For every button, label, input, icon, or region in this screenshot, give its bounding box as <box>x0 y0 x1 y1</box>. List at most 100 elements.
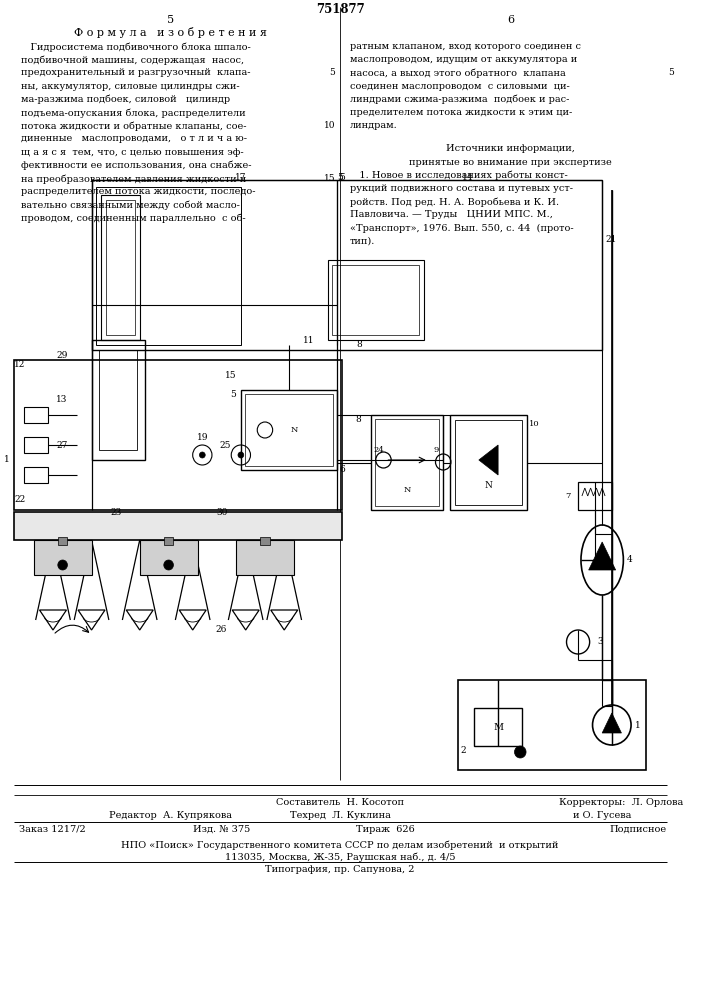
Text: ма-разжима подбоек, силовой   цилиндр: ма-разжима подбоек, силовой цилиндр <box>21 95 230 104</box>
Text: Изд. № 375: Изд. № 375 <box>193 825 250 834</box>
Text: НПО «Поиск» Государственного комитета СССР по делам изобретений  и открытий: НПО «Поиск» Государственного комитета СС… <box>122 840 559 850</box>
Text: 17: 17 <box>235 173 247 182</box>
Bar <box>101 195 140 340</box>
Bar <box>24 437 48 453</box>
Bar <box>14 512 342 540</box>
Text: предохранительный и разгрузочный  клапа-: предохранительный и разгрузочный клапа- <box>21 68 251 77</box>
Bar <box>91 180 602 350</box>
Text: фективности ее использования, она снабже-: фективности ее использования, она снабже… <box>21 161 252 170</box>
Text: 25: 25 <box>220 440 231 450</box>
Polygon shape <box>479 445 498 475</box>
Bar <box>14 360 342 510</box>
Text: Редактор  А. Купрякова: Редактор А. Купрякова <box>109 811 232 820</box>
Text: 5: 5 <box>230 390 236 399</box>
Text: 8: 8 <box>356 415 361 424</box>
Bar <box>96 187 241 345</box>
Text: подъема-опускания блока, распределители: подъема-опускания блока, распределители <box>21 108 246 117</box>
Text: 2: 2 <box>461 746 467 755</box>
Text: Источники информации,: Источники информации, <box>446 144 575 153</box>
Bar <box>58 537 67 545</box>
Bar <box>371 415 443 510</box>
Text: рукций подвижного состава и путевых уст-: рукций подвижного состава и путевых уст- <box>350 184 573 193</box>
Text: 4: 4 <box>627 556 633 564</box>
Text: 19: 19 <box>197 433 208 442</box>
Bar <box>450 415 527 510</box>
Text: 113035, Москва, Ж-35, Раушская наб., д. 4/5: 113035, Москва, Ж-35, Раушская наб., д. … <box>225 853 455 862</box>
Text: соединен маслопроводом  с силовыми  ци-: соединен маслопроводом с силовыми ци- <box>350 82 570 91</box>
Text: «Транспорт», 1976. Вып. 550, с. 44  (прото-: «Транспорт», 1976. Вып. 550, с. 44 (прот… <box>350 224 573 233</box>
Text: 27: 27 <box>56 440 67 450</box>
Text: вательно связанными между собой масло-: вательно связанными между собой масло- <box>21 200 240 210</box>
Text: 13: 13 <box>56 395 67 404</box>
Bar <box>34 540 91 575</box>
Text: Корректоры:  Л. Орлова: Корректоры: Л. Орлова <box>559 798 683 807</box>
Text: 8: 8 <box>356 340 362 349</box>
Text: 11: 11 <box>303 336 314 345</box>
Circle shape <box>238 452 244 458</box>
Text: маслопроводом, идущим от аккумулятора и: маслопроводом, идущим от аккумулятора и <box>350 55 577 64</box>
Text: 1: 1 <box>635 720 641 730</box>
Bar <box>457 680 645 770</box>
Text: тип).: тип). <box>350 237 375 246</box>
Bar <box>455 420 522 505</box>
Text: 15: 15 <box>324 174 335 183</box>
Text: 10: 10 <box>529 420 539 428</box>
Bar <box>164 537 173 545</box>
Text: Павловича. — Труды   ЦНИИ МПС. М.,: Павловича. — Труды ЦНИИ МПС. М., <box>350 210 553 219</box>
Text: принятые во внимание при экспертизе: принятые во внимание при экспертизе <box>409 158 612 167</box>
Bar <box>99 350 137 450</box>
Circle shape <box>199 452 205 458</box>
Bar <box>578 482 612 510</box>
Text: 6: 6 <box>339 465 345 474</box>
Text: распределителем потока жидкости, последо-: распределителем потока жидкости, последо… <box>21 187 256 196</box>
Bar <box>474 708 522 746</box>
Bar <box>375 419 439 506</box>
Text: N: N <box>290 426 298 434</box>
Bar <box>24 467 48 483</box>
Text: линдрами сжима-разжима  подбоек и рас-: линдрами сжима-разжима подбоек и рас- <box>350 95 569 104</box>
Bar <box>140 540 197 575</box>
Text: щ а я с я  тем, что, с целью повышения эф-: щ а я с я тем, что, с целью повышения эф… <box>21 148 244 157</box>
Text: потока жидкости и обратные клапаны, сое-: потока жидкости и обратные клапаны, сое- <box>21 121 247 131</box>
Text: диненные   маслопроводами,   о т л и ч а ю-: диненные маслопроводами, о т л и ч а ю- <box>21 134 247 143</box>
Text: 26: 26 <box>216 625 227 634</box>
Bar <box>241 390 337 470</box>
Text: 751877: 751877 <box>316 3 365 16</box>
Text: 21: 21 <box>605 235 617 244</box>
Text: N: N <box>404 486 411 494</box>
Text: пределителем потока жидкости к этим ци-: пределителем потока жидкости к этим ци- <box>350 108 572 117</box>
Text: 9: 9 <box>433 446 439 454</box>
Polygon shape <box>589 542 616 570</box>
Text: 14: 14 <box>462 173 473 182</box>
Text: 1: 1 <box>4 456 10 464</box>
Bar <box>236 540 294 575</box>
Text: 3: 3 <box>597 638 603 647</box>
Bar <box>91 340 144 460</box>
Text: 7: 7 <box>565 492 571 500</box>
Bar <box>106 200 135 335</box>
Text: 6: 6 <box>507 15 514 25</box>
Polygon shape <box>602 713 621 733</box>
Text: 12: 12 <box>14 360 26 369</box>
Text: Подписное: Подписное <box>609 825 667 834</box>
Text: 23: 23 <box>110 508 121 517</box>
Text: 5: 5 <box>669 68 674 77</box>
Text: ны, аккумулятор, силовые цилиндры сжи-: ны, аккумулятор, силовые цилиндры сжи- <box>21 82 240 91</box>
Bar <box>245 394 334 466</box>
Text: Типография, пр. Сапунова, 2: Типография, пр. Сапунова, 2 <box>265 865 415 874</box>
Text: 30: 30 <box>216 508 227 517</box>
Circle shape <box>58 560 67 570</box>
Text: 15: 15 <box>226 370 237 379</box>
Text: N: N <box>484 481 492 489</box>
Text: 5: 5 <box>329 68 335 77</box>
Text: ройств. Под ред. Н. А. Воробьева и К. И.: ройств. Под ред. Н. А. Воробьева и К. И. <box>350 197 559 207</box>
Text: ратным клапаном, вход которого соединен с: ратным клапаном, вход которого соединен … <box>350 42 580 51</box>
Text: подбивочной машины, содержащая  насос,: подбивочной машины, содержащая насос, <box>21 55 245 65</box>
Text: 22: 22 <box>14 495 25 504</box>
Text: 5: 5 <box>339 173 345 182</box>
Text: Составитель  Н. Косотоп: Составитель Н. Косотоп <box>276 798 404 807</box>
Circle shape <box>164 560 173 570</box>
Text: 5: 5 <box>337 173 343 182</box>
Text: 5: 5 <box>167 15 174 25</box>
Bar <box>24 407 48 423</box>
